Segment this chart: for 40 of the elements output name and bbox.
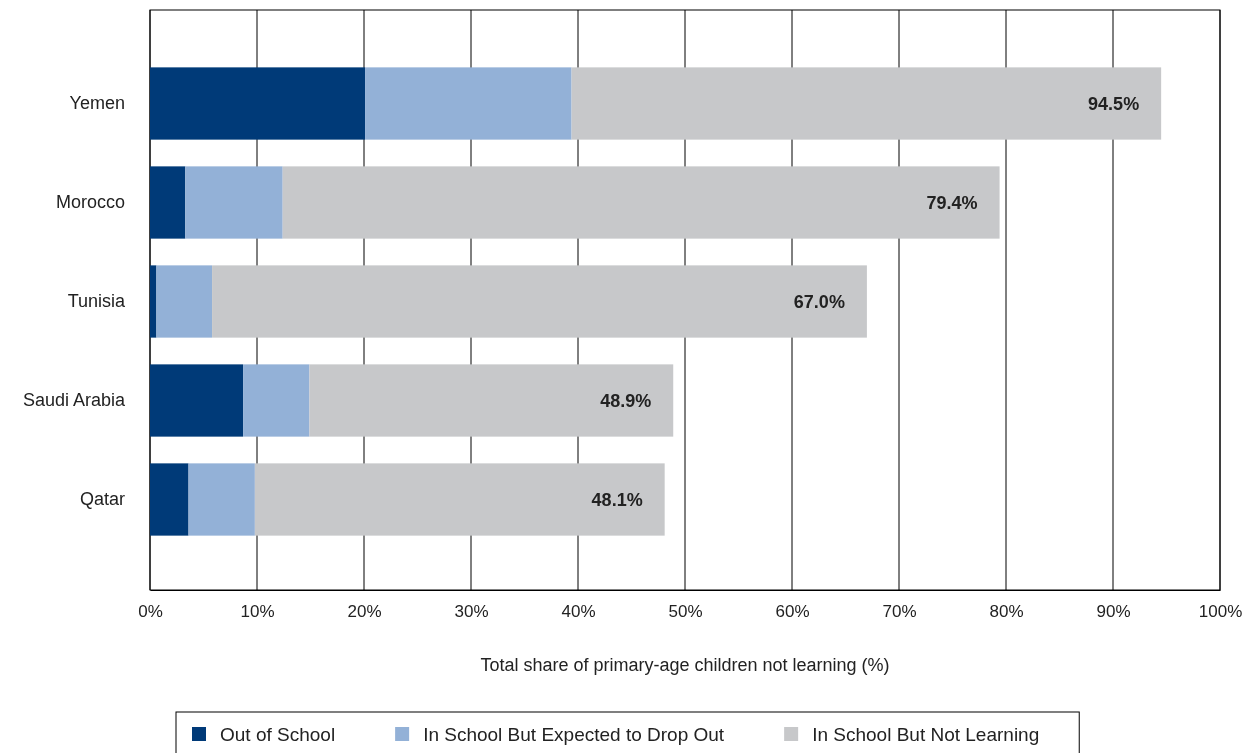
bar — [282, 166, 1000, 239]
x-tick-label: 90% — [1096, 601, 1131, 621]
bar — [150, 364, 244, 437]
bar — [212, 265, 867, 338]
bar — [365, 67, 572, 140]
x-tick-label: 100% — [1198, 601, 1243, 621]
x-tick-label: 60% — [775, 601, 810, 621]
bar — [309, 364, 674, 437]
x-tick-label: 80% — [989, 601, 1024, 621]
bar — [243, 364, 310, 437]
x-tick-label: 50% — [668, 601, 703, 621]
legend-label: In School But Not Learning — [812, 723, 1040, 745]
bar — [150, 67, 366, 140]
x-axis-title: Total share of primary-age children not learning (%) — [480, 655, 890, 675]
total-label: 48.1% — [591, 489, 643, 510]
x-tick-label: 10% — [240, 601, 275, 621]
bar — [254, 463, 665, 536]
y-tick-label: Morocco — [55, 192, 125, 213]
x-tick-label: 20% — [347, 601, 382, 621]
bar — [185, 166, 283, 239]
bar — [150, 265, 157, 338]
y-tick-label: Saudi Arabia — [22, 390, 126, 411]
y-tick-label: Yemen — [69, 93, 125, 114]
bar — [156, 265, 213, 338]
x-tick-label: 30% — [454, 601, 489, 621]
y-tick-label: Qatar — [79, 489, 125, 510]
bar — [188, 463, 255, 536]
bar — [571, 67, 1162, 140]
bar — [150, 166, 186, 239]
y-tick-label: Tunisia — [67, 291, 126, 312]
legend-label: Out of School — [220, 723, 336, 745]
total-label: 67.0% — [793, 291, 845, 312]
x-tick-label: 0% — [138, 601, 163, 621]
x-tick-label: 40% — [561, 601, 596, 621]
legend-label: In School But Expected to Drop Out — [423, 723, 725, 745]
total-label: 94.5% — [1088, 93, 1140, 114]
bar — [150, 463, 189, 536]
total-label: 79.4% — [926, 192, 978, 213]
total-label: 48.9% — [600, 390, 652, 411]
x-tick-label: 70% — [882, 601, 917, 621]
